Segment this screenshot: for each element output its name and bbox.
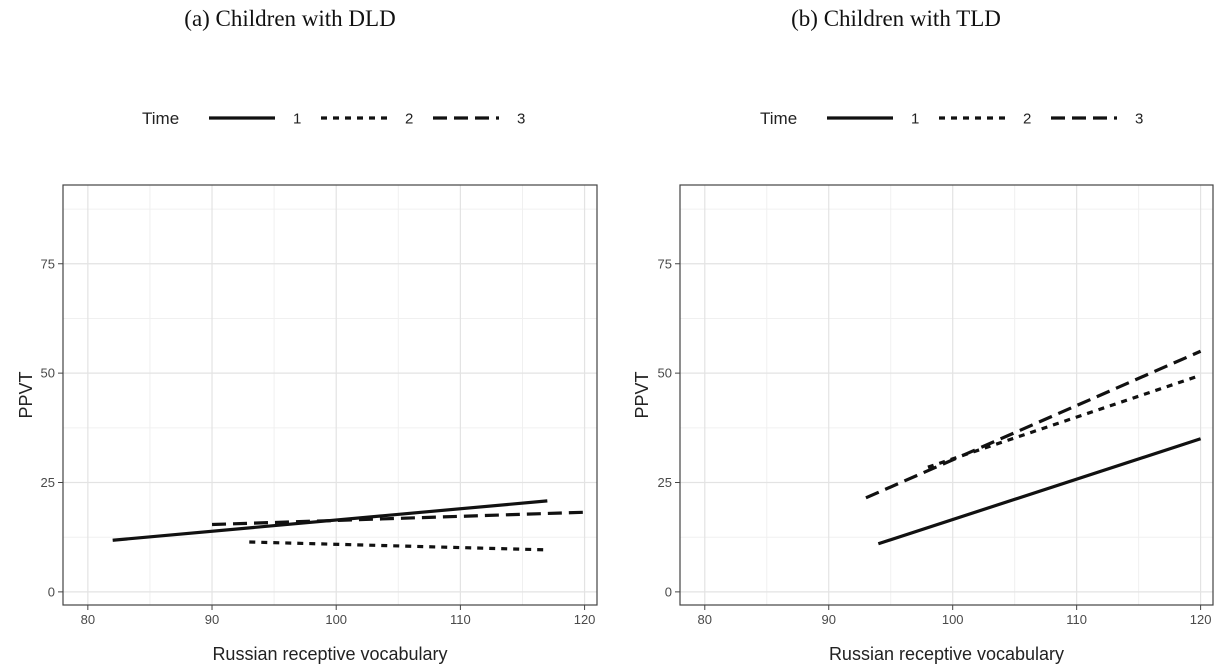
legend-label-time-2: 2 — [1023, 111, 1031, 128]
y-axis-title: PPVT — [16, 371, 36, 418]
panel-a: 80 90 100 110 120 0 25 50 75 Russian receptive vo… — [16, 109, 598, 664]
x-tick-label: 100 — [942, 612, 964, 627]
legend-label-time-2: 2 — [405, 111, 413, 128]
legend-label-time-1: 1 — [911, 111, 919, 128]
series-line-time-2 — [249, 540, 548, 552]
legend-title: Time — [760, 109, 797, 128]
y-tick-label: 0 — [48, 584, 55, 599]
x-tick-label: 120 — [1190, 612, 1212, 627]
plot-border — [679, 184, 1214, 606]
y-tick-label: 75 — [658, 256, 672, 271]
legend-title: Time — [142, 109, 179, 128]
y-tick-label: 25 — [41, 475, 55, 490]
x-tick-label: 120 — [574, 612, 596, 627]
x-tick-label: 80 — [698, 612, 712, 627]
series-line-time-1 — [877, 437, 1202, 546]
y-tick-label: 25 — [658, 475, 672, 490]
x-tick-label: 110 — [1066, 612, 1087, 627]
x-tick-label: 90 — [822, 612, 836, 627]
y-axis-title: PPVT — [632, 371, 652, 418]
series-line-time-3 — [865, 349, 1202, 500]
legend-label-time-3: 3 — [1135, 111, 1143, 128]
panel-b: 80 90 100 110 120 0 25 50 75 Russian receptive vo… — [632, 109, 1214, 664]
y-tick-label: 50 — [658, 366, 672, 381]
y-tick-label: 50 — [41, 366, 55, 381]
panel-a-title: (a) Children with DLD — [184, 6, 396, 31]
y-tick-label: 0 — [665, 584, 672, 599]
x-tick-label: 110 — [450, 612, 471, 627]
plot-border — [62, 184, 598, 606]
x-tick-label: 100 — [325, 612, 347, 627]
x-tick-label: 80 — [81, 612, 95, 627]
legend-label-time-1: 1 — [293, 111, 301, 128]
y-tick-label: 75 — [41, 256, 55, 271]
x-axis-title: Russian receptive vocabulary — [829, 644, 1064, 664]
x-axis-title: Russian receptive vocabulary — [212, 644, 447, 664]
legend: Time 1 2 3 — [142, 109, 525, 128]
x-tick-label: 90 — [205, 612, 219, 627]
panel-b-title: (b) Children with TLD — [791, 6, 1001, 31]
legend-label-time-3: 3 — [517, 111, 525, 128]
legend: Time 1 2 3 — [760, 109, 1143, 128]
